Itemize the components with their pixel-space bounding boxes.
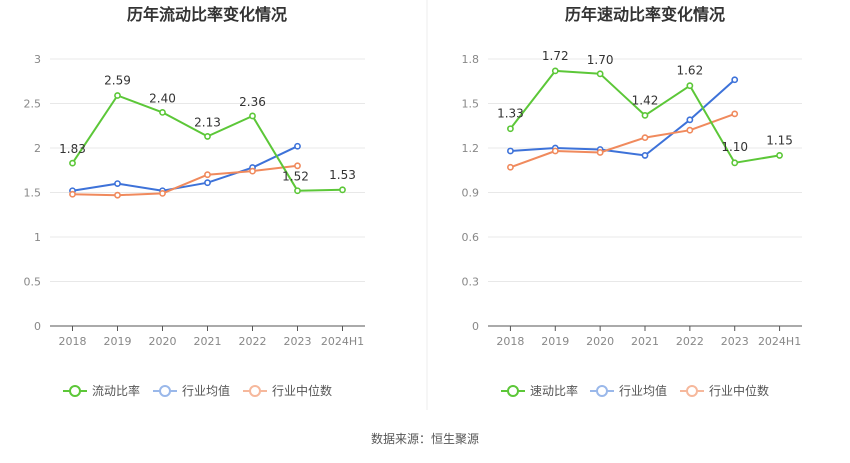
y-tick-label: 0.3 <box>462 276 480 289</box>
x-tick-label: 2020 <box>149 335 177 348</box>
x-tick-label: 2024H1 <box>758 335 801 348</box>
data-point-industry-avg <box>114 180 121 187</box>
y-tick-label: 0.6 <box>462 231 480 244</box>
legend-label-main: 速动比率 <box>530 383 578 398</box>
data-point-main <box>507 125 514 133</box>
data-label: 1.15 <box>766 133 793 147</box>
x-tick-label: 2023 <box>721 335 749 348</box>
data-point-main <box>159 109 166 116</box>
x-tick-label: 2018 <box>59 335 87 348</box>
data-point-industry-avg <box>686 116 694 124</box>
y-tick-label: 1 <box>34 231 41 244</box>
data-point-main <box>686 82 694 90</box>
data-point-industry-avg <box>294 142 301 150</box>
data-point-industry-avg <box>641 152 649 159</box>
x-tick-label: 2019 <box>541 335 569 348</box>
legend-marker-industry-median <box>249 385 261 397</box>
data-label: 1.42 <box>632 93 659 107</box>
data-point-industry-median <box>596 149 604 156</box>
data-point-industry-avg <box>204 179 211 187</box>
legend-marker-industry-avg <box>596 385 608 397</box>
data-point-main <box>69 159 76 167</box>
data-point-main <box>551 67 559 75</box>
data-point-industry-median <box>249 167 256 175</box>
data-point-industry-median <box>114 191 121 199</box>
y-tick-label: 3 <box>34 53 41 66</box>
chart-title: 历年速动比率变化情况 <box>565 5 725 24</box>
x-tick-label: 2021 <box>194 335 222 348</box>
data-point-main <box>204 133 211 140</box>
data-point-industry-median <box>294 162 301 170</box>
y-tick-label: 0 <box>472 320 479 333</box>
data-point-industry-median <box>686 126 694 134</box>
data-point-main <box>596 70 604 78</box>
data-point-industry-avg <box>507 147 514 155</box>
chart-title: 历年流动比率变化情况 <box>127 5 287 24</box>
legend-marker-main <box>69 385 81 397</box>
x-tick-label: 2020 <box>586 335 614 348</box>
x-tick-label: 2021 <box>631 335 659 348</box>
data-label: 1.62 <box>676 64 703 78</box>
y-tick-label: 1.5 <box>462 98 480 111</box>
legend-marker-industry-median <box>686 385 698 397</box>
y-tick-label: 1.5 <box>24 187 42 200</box>
data-point-industry-median <box>731 110 739 118</box>
data-point-industry-median <box>159 189 166 197</box>
data-point-main <box>731 159 739 167</box>
data-source: 数据来源：恒生聚源 <box>371 431 479 446</box>
y-tick-label: 1.2 <box>462 142 480 155</box>
legend-label-industry-avg: 行业均值 <box>619 383 667 398</box>
series-line-industry-avg <box>72 145 298 192</box>
x-tick-label: 2022 <box>676 335 704 348</box>
series-line-industry-median <box>72 164 298 197</box>
x-tick-label: 2024H1 <box>321 335 364 348</box>
data-point-industry-median <box>507 163 514 171</box>
x-tick-label: 2022 <box>239 335 267 348</box>
data-point-main <box>114 92 121 99</box>
y-tick-label: 0.5 <box>24 276 42 289</box>
legend-label-industry-median: 行业中位数 <box>709 383 769 398</box>
data-point-main <box>776 152 783 159</box>
legend-label-industry-avg: 行业均值 <box>182 383 230 398</box>
x-tick-label: 2023 <box>284 335 312 348</box>
y-tick-label: 0.9 <box>462 187 480 200</box>
data-label: 1.83 <box>59 142 86 156</box>
series-line-industry-median <box>510 112 736 169</box>
legend-marker-industry-avg <box>159 385 171 397</box>
data-label: 2.59 <box>104 73 131 87</box>
y-tick-label: 0 <box>34 320 41 333</box>
data-point-industry-median <box>551 147 559 155</box>
data-label: 2.36 <box>239 95 266 109</box>
legend-marker-main <box>507 385 519 397</box>
data-label: 2.13 <box>194 115 221 129</box>
y-tick-label: 1.8 <box>462 53 480 66</box>
legend-label-main: 流动比率 <box>92 383 140 398</box>
data-point-main <box>294 187 301 195</box>
data-point-industry-median <box>69 190 76 198</box>
data-label: 1.10 <box>721 140 748 154</box>
data-point-industry-median <box>204 171 211 179</box>
y-tick-label: 2 <box>34 142 41 155</box>
data-label: 1.53 <box>329 168 356 182</box>
series-line-industry-avg <box>510 79 736 157</box>
x-tick-label: 2019 <box>104 335 132 348</box>
data-label: 2.40 <box>149 91 176 105</box>
data-point-main <box>641 111 649 119</box>
data-point-main <box>249 112 256 120</box>
data-label: 1.33 <box>497 107 524 121</box>
data-label: 1.70 <box>587 53 614 67</box>
legend-label-industry-median: 行业中位数 <box>272 383 332 398</box>
data-point-main <box>339 186 346 194</box>
chart-panel-1: 历年速动比率变化情况 0 0.3 0.6 0.9 1.2 1.5 1.8 2018 2019 202… <box>462 5 802 398</box>
y-tick-label: 2.5 <box>24 98 42 111</box>
x-tick-label: 2018 <box>496 335 524 348</box>
data-label: 1.72 <box>542 49 569 63</box>
data-point-industry-avg <box>731 76 739 84</box>
data-label: 1.52 <box>282 170 309 184</box>
data-point-industry-median <box>641 134 649 142</box>
